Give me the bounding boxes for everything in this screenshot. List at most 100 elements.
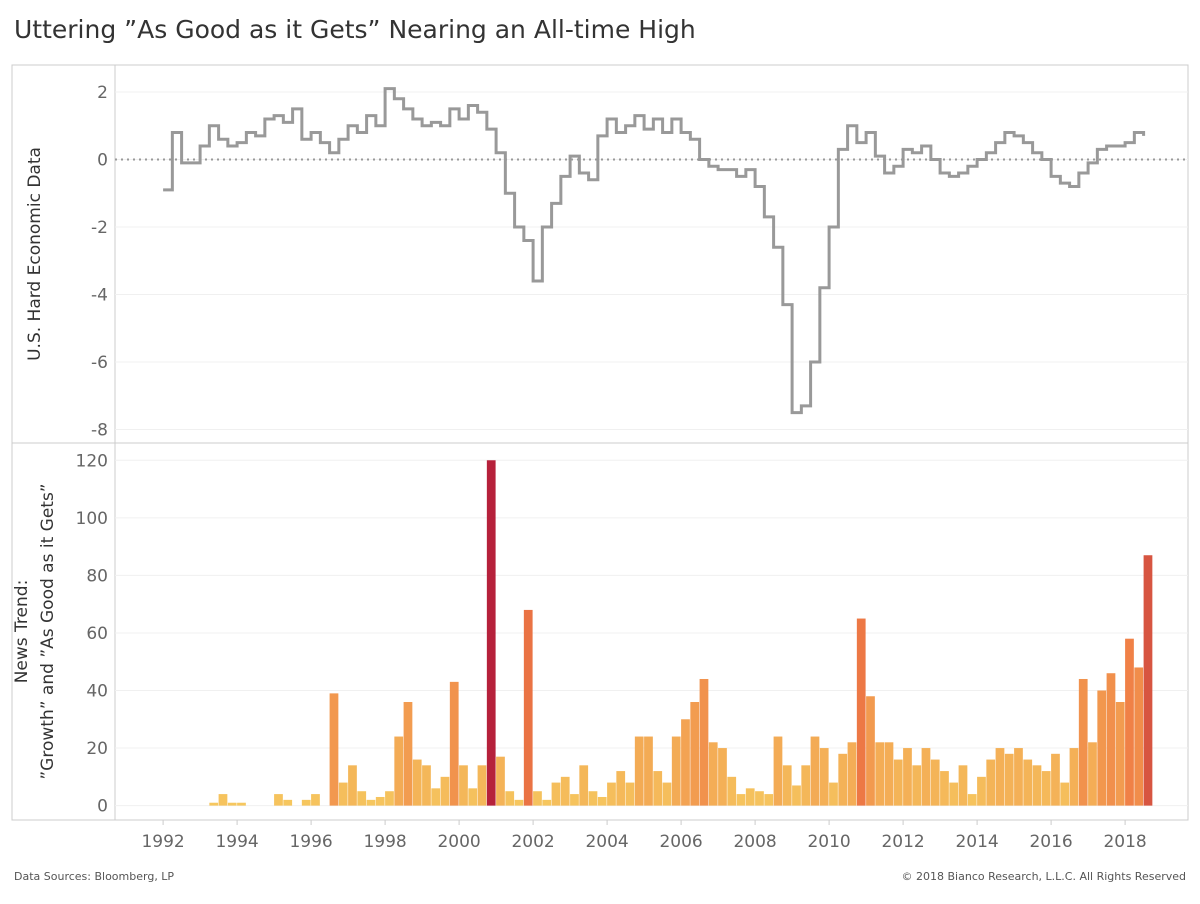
bar xyxy=(930,759,940,806)
bar xyxy=(551,782,561,806)
bar xyxy=(1051,753,1060,806)
y-tick-label: -4 xyxy=(91,286,108,306)
x-tick-label: 2018 xyxy=(1103,832,1146,852)
x-tick-label: 1996 xyxy=(289,832,332,852)
bar xyxy=(505,791,515,806)
bar xyxy=(634,736,644,806)
bar xyxy=(579,765,589,806)
bar xyxy=(1115,702,1125,806)
chart-title: Uttering ”As Good as it Gets” Nearing an… xyxy=(14,15,696,44)
bar xyxy=(801,765,811,806)
bar xyxy=(329,693,339,806)
copyright: © 2018 Bianco Research, L.L.C. All Right… xyxy=(902,870,1186,883)
bar xyxy=(1106,673,1116,806)
bar xyxy=(1078,678,1088,806)
bar xyxy=(348,765,357,806)
bar xyxy=(449,681,459,806)
bar xyxy=(856,618,866,806)
bar xyxy=(422,765,431,806)
y-tick-label: 20 xyxy=(86,739,108,759)
bar xyxy=(237,802,246,806)
x-tick-label: 2014 xyxy=(955,832,998,852)
bar xyxy=(560,776,570,806)
bar xyxy=(301,799,311,806)
bar xyxy=(745,788,755,806)
bar xyxy=(218,794,228,806)
bar xyxy=(986,759,996,806)
x-tick-label: 2000 xyxy=(437,832,480,852)
x-tick-label: 1992 xyxy=(141,832,184,852)
bar xyxy=(690,702,700,806)
bar xyxy=(829,782,838,806)
bar xyxy=(597,796,607,806)
bar xyxy=(940,771,949,806)
y-axis-label: ”Growth” and ”As Good as it Gets” xyxy=(38,483,58,779)
y-tick-label: 2 xyxy=(97,83,108,103)
x-tick-label: 1998 xyxy=(363,832,406,852)
bar xyxy=(838,753,848,806)
bar xyxy=(588,791,598,806)
bar xyxy=(440,776,450,806)
bar xyxy=(274,794,283,806)
bar xyxy=(542,799,552,806)
bar xyxy=(357,791,367,806)
source: Data Sources: Bloomberg, LP xyxy=(14,870,174,883)
x-tick-label: 1994 xyxy=(215,832,258,852)
bar xyxy=(681,719,690,806)
y-tick-label: -2 xyxy=(91,218,108,238)
bar xyxy=(995,748,1005,806)
bar xyxy=(810,736,820,806)
bar xyxy=(486,460,496,806)
bar xyxy=(1134,667,1144,806)
bar xyxy=(1143,555,1153,806)
y-tick-label: 0 xyxy=(97,151,108,171)
bar xyxy=(1060,782,1070,806)
bar xyxy=(1041,771,1051,806)
bar xyxy=(699,678,709,806)
y-tick-label: 120 xyxy=(76,451,108,471)
bar xyxy=(625,782,635,806)
bar xyxy=(755,791,764,806)
y-tick-label: 60 xyxy=(86,624,108,644)
y-tick-label: 100 xyxy=(76,509,108,529)
bar xyxy=(644,736,653,806)
bar xyxy=(496,756,505,806)
bar xyxy=(903,748,912,806)
bar xyxy=(782,765,792,806)
bar xyxy=(884,742,894,806)
x-tick-label: 2008 xyxy=(733,832,776,852)
bar xyxy=(977,776,986,806)
bar xyxy=(773,736,783,806)
y-tick-label: 80 xyxy=(86,566,108,586)
bar xyxy=(1097,690,1107,806)
bar xyxy=(1023,759,1033,806)
x-tick-label: 2004 xyxy=(585,832,628,852)
y-tick-label: -6 xyxy=(91,353,108,373)
bar xyxy=(283,799,293,806)
x-tick-label: 2016 xyxy=(1029,832,1072,852)
bar xyxy=(375,796,385,806)
bar xyxy=(227,802,237,806)
bar xyxy=(523,609,533,806)
bar xyxy=(847,742,857,806)
y-axis-label: News Trend: xyxy=(12,580,32,684)
bar xyxy=(653,771,663,806)
bar xyxy=(949,782,959,806)
x-tick-label: 2010 xyxy=(807,832,850,852)
bar xyxy=(708,742,718,806)
bar xyxy=(736,794,746,806)
bar xyxy=(912,765,922,806)
bar xyxy=(209,802,219,806)
bar xyxy=(477,765,487,806)
bar xyxy=(366,799,376,806)
bar xyxy=(412,759,422,806)
bar xyxy=(662,782,672,806)
y-axis-label: U.S. Hard Economic Data xyxy=(25,147,45,361)
bar xyxy=(718,748,727,806)
bar xyxy=(338,782,348,806)
bar xyxy=(1004,753,1014,806)
bar xyxy=(514,799,524,806)
x-tick-label: 2006 xyxy=(659,832,702,852)
y-tick-label: 0 xyxy=(97,797,108,817)
